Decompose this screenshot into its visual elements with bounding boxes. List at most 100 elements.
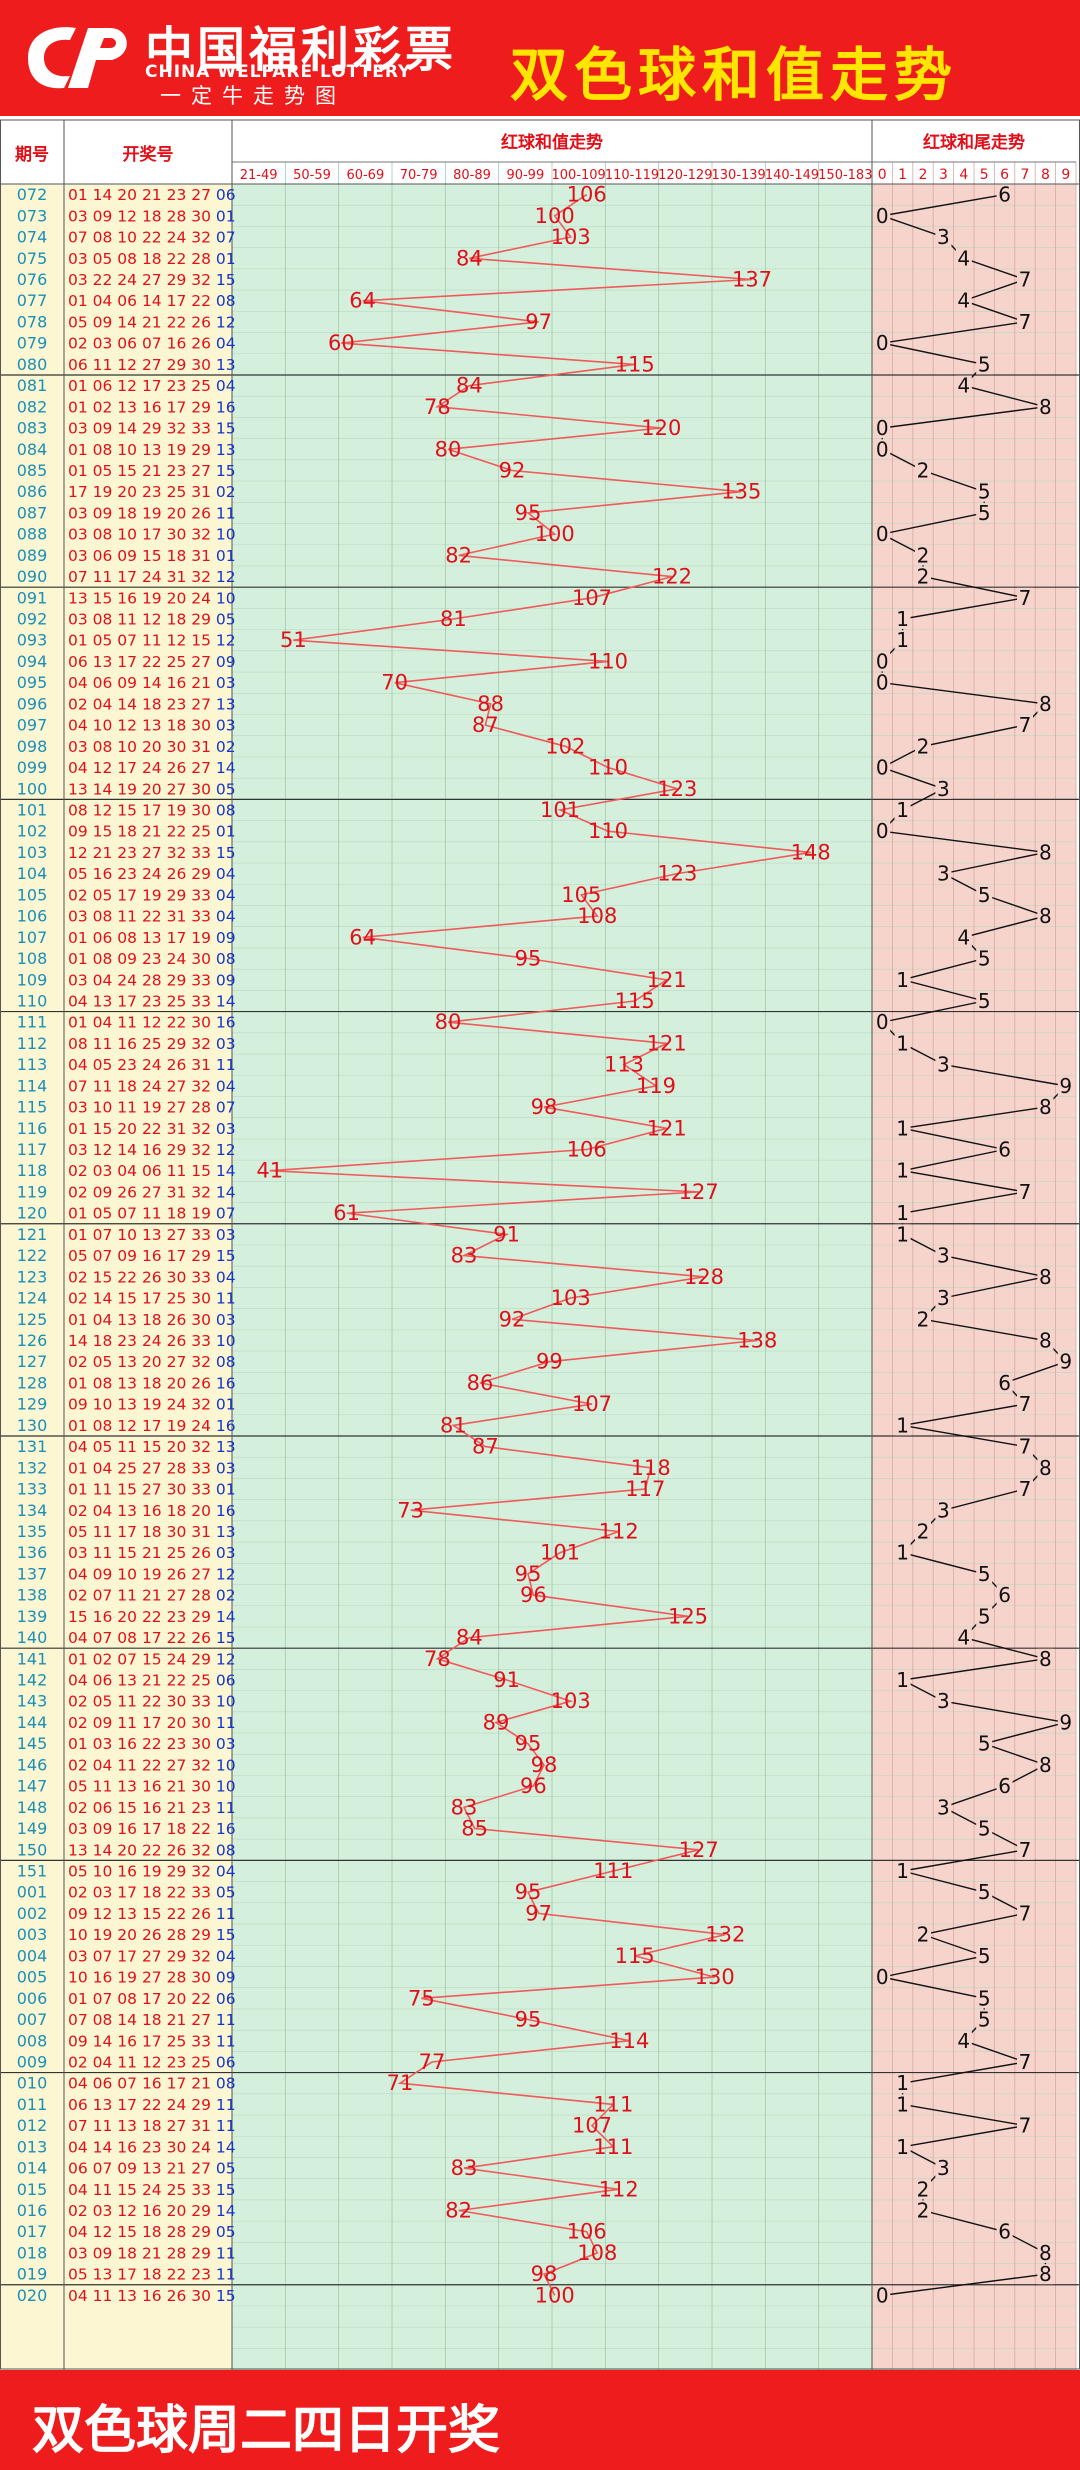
issue-cell: 077 <box>17 291 48 310</box>
red-balls: 01 07 08 17 20 22 <box>68 1990 216 2008</box>
tail-value-point: 2 <box>917 2199 930 2223</box>
tail-point-bg <box>874 418 891 439</box>
red-balls: 05 11 13 16 21 30 <box>68 1778 216 1796</box>
draw-numbers-cell: 07 11 13 18 27 31 11 <box>68 2117 236 2135</box>
red-balls: 09 12 13 15 22 26 <box>68 1905 216 1923</box>
tail-value-point: 2 <box>917 543 930 567</box>
tail-value-point: 4 <box>957 289 970 313</box>
issue-cell: 135 <box>17 1522 48 1541</box>
tail-value-point: 5 <box>978 2008 991 2032</box>
draw-numbers-cell: 15 16 20 22 23 29 14 <box>68 1608 236 1626</box>
draw-numbers-cell: 02 04 11 12 23 25 06 <box>68 2053 236 2071</box>
red-balls: 01 08 13 18 20 26 <box>68 1374 216 1392</box>
red-balls: 17 19 20 23 25 31 <box>68 483 216 501</box>
issue-cell: 100 <box>17 779 48 798</box>
tail-value-point: 3 <box>937 1286 950 1310</box>
sum-value-point: 127 <box>679 1838 719 1862</box>
sum-value-point: 81 <box>440 1413 467 1437</box>
sum-range-label: 150-183 <box>818 168 872 183</box>
issue-cell: 115 <box>17 1098 48 1117</box>
tail-point-bg <box>935 1245 952 1266</box>
red-balls: 02 03 12 16 20 29 <box>68 2202 216 2220</box>
red-balls: 07 08 14 18 21 27 <box>68 2011 216 2029</box>
draw-numbers-cell: 10 16 19 27 28 30 09 <box>68 1969 236 1987</box>
blue-ball: 15 <box>216 2287 236 2305</box>
issue-cell: 133 <box>17 1480 48 1499</box>
red-balls: 03 09 16 17 18 22 <box>68 1820 216 1838</box>
tail-point-bg <box>874 651 891 672</box>
issue-cell: 002 <box>17 1904 48 1923</box>
issue-cell: 083 <box>17 419 48 438</box>
tail-value-point: 3 <box>937 225 950 249</box>
tail-point-bg <box>976 1882 993 1903</box>
tail-point-bg <box>976 481 993 502</box>
sum-value-point: 82 <box>445 2199 472 2223</box>
tail-value-point: 7 <box>1019 2114 1032 2138</box>
red-balls: 03 05 08 18 22 28 <box>68 250 216 268</box>
issue-cell: 014 <box>17 2159 48 2178</box>
issue-cell: 011 <box>17 2095 48 2114</box>
sum-value-point: 137 <box>732 267 772 291</box>
draw-numbers-cell: 08 12 15 17 19 30 08 <box>68 801 236 819</box>
issue-cell: 099 <box>17 758 48 777</box>
issue-cell: 015 <box>17 2180 48 2199</box>
blue-ball: 15 <box>216 1926 236 1944</box>
red-balls: 07 11 18 24 27 32 <box>68 1077 216 1095</box>
draw-numbers-cell: 04 06 09 14 16 21 03 <box>68 674 236 692</box>
sum-range-label: 130-139 <box>712 168 766 183</box>
tail-value-point: 8 <box>1039 1095 1052 1119</box>
issue-cell: 129 <box>17 1395 48 1414</box>
draw-numbers-cell: 01 08 10 13 19 29 13 <box>68 441 236 459</box>
col-sum-header: 红球和值走势 <box>501 132 603 153</box>
blue-ball: 13 <box>216 356 236 374</box>
issue-cell: 113 <box>17 1055 48 1074</box>
issue-cell: 147 <box>17 1777 48 1796</box>
issue-cell: 087 <box>17 503 48 522</box>
draw-numbers-cell: 02 14 15 17 25 30 11 <box>68 1290 236 1308</box>
red-balls: 09 10 13 19 24 32 <box>68 1396 216 1414</box>
draw-numbers-cell: 01 08 09 23 24 30 08 <box>68 950 236 968</box>
red-balls: 04 11 13 16 26 30 <box>68 2287 216 2305</box>
issue-cell: 108 <box>17 949 48 968</box>
tail-point-bg <box>894 1118 911 1139</box>
tail-point-bg <box>976 1818 993 1839</box>
sum-value-point: 127 <box>679 1180 719 1204</box>
sum-value-point: 95 <box>515 2008 542 2032</box>
sum-value-point: 84 <box>456 374 483 398</box>
red-balls: 06 11 12 27 29 30 <box>68 356 216 374</box>
draw-numbers-cell: 01 08 13 18 20 26 16 <box>68 1374 236 1392</box>
blue-ball: 04 <box>216 1947 236 1965</box>
tail-point-bg <box>915 1924 931 1945</box>
tail-point-bg <box>996 1776 1013 1797</box>
tail-value-point: 4 <box>957 1626 970 1650</box>
tail-value-point: 4 <box>957 925 970 949</box>
red-balls: 01 06 08 13 17 19 <box>68 929 216 947</box>
tail-point-bg <box>874 524 891 545</box>
blue-ball: 14 <box>216 1608 236 1626</box>
draw-numbers-cell: 07 08 14 18 21 27 11 <box>68 2011 236 2029</box>
tail-point-bg <box>955 290 972 311</box>
issue-cell: 134 <box>17 1501 48 1520</box>
issue-cell: 143 <box>17 1692 48 1711</box>
blue-ball: 02 <box>216 1587 236 1605</box>
draw-numbers-cell: 01 11 15 27 30 33 01 <box>68 1481 236 1499</box>
sum-value-point: 101 <box>540 798 580 822</box>
draw-numbers-cell: 04 12 17 24 26 27 14 <box>68 759 236 777</box>
sum-value-point: 92 <box>499 1307 526 1331</box>
tail-value-point: 7 <box>1019 1435 1032 1459</box>
red-balls: 10 19 20 26 28 29 <box>68 1926 216 1944</box>
tail-value-point: 3 <box>937 862 950 886</box>
page-title: 双色球和值走势 <box>510 41 959 109</box>
draw-numbers-cell: 03 08 11 12 18 29 05 <box>68 611 236 629</box>
tail-point-bg <box>1037 396 1054 417</box>
issue-cell: 125 <box>17 1310 48 1329</box>
red-balls: 04 06 07 16 17 21 <box>68 2075 216 2093</box>
tail-value-point: 7 <box>1019 586 1032 610</box>
red-balls: 03 09 12 18 28 30 <box>68 207 216 225</box>
tail-digit-label: 8 <box>1041 167 1050 183</box>
draw-numbers-cell: 10 19 20 26 28 29 15 <box>68 1926 236 1944</box>
tail-point-bg <box>894 799 911 820</box>
red-balls: 03 10 11 19 27 28 <box>68 1099 216 1117</box>
tail-point-bg <box>894 1670 911 1691</box>
blue-ball: 10 <box>216 1778 236 1796</box>
